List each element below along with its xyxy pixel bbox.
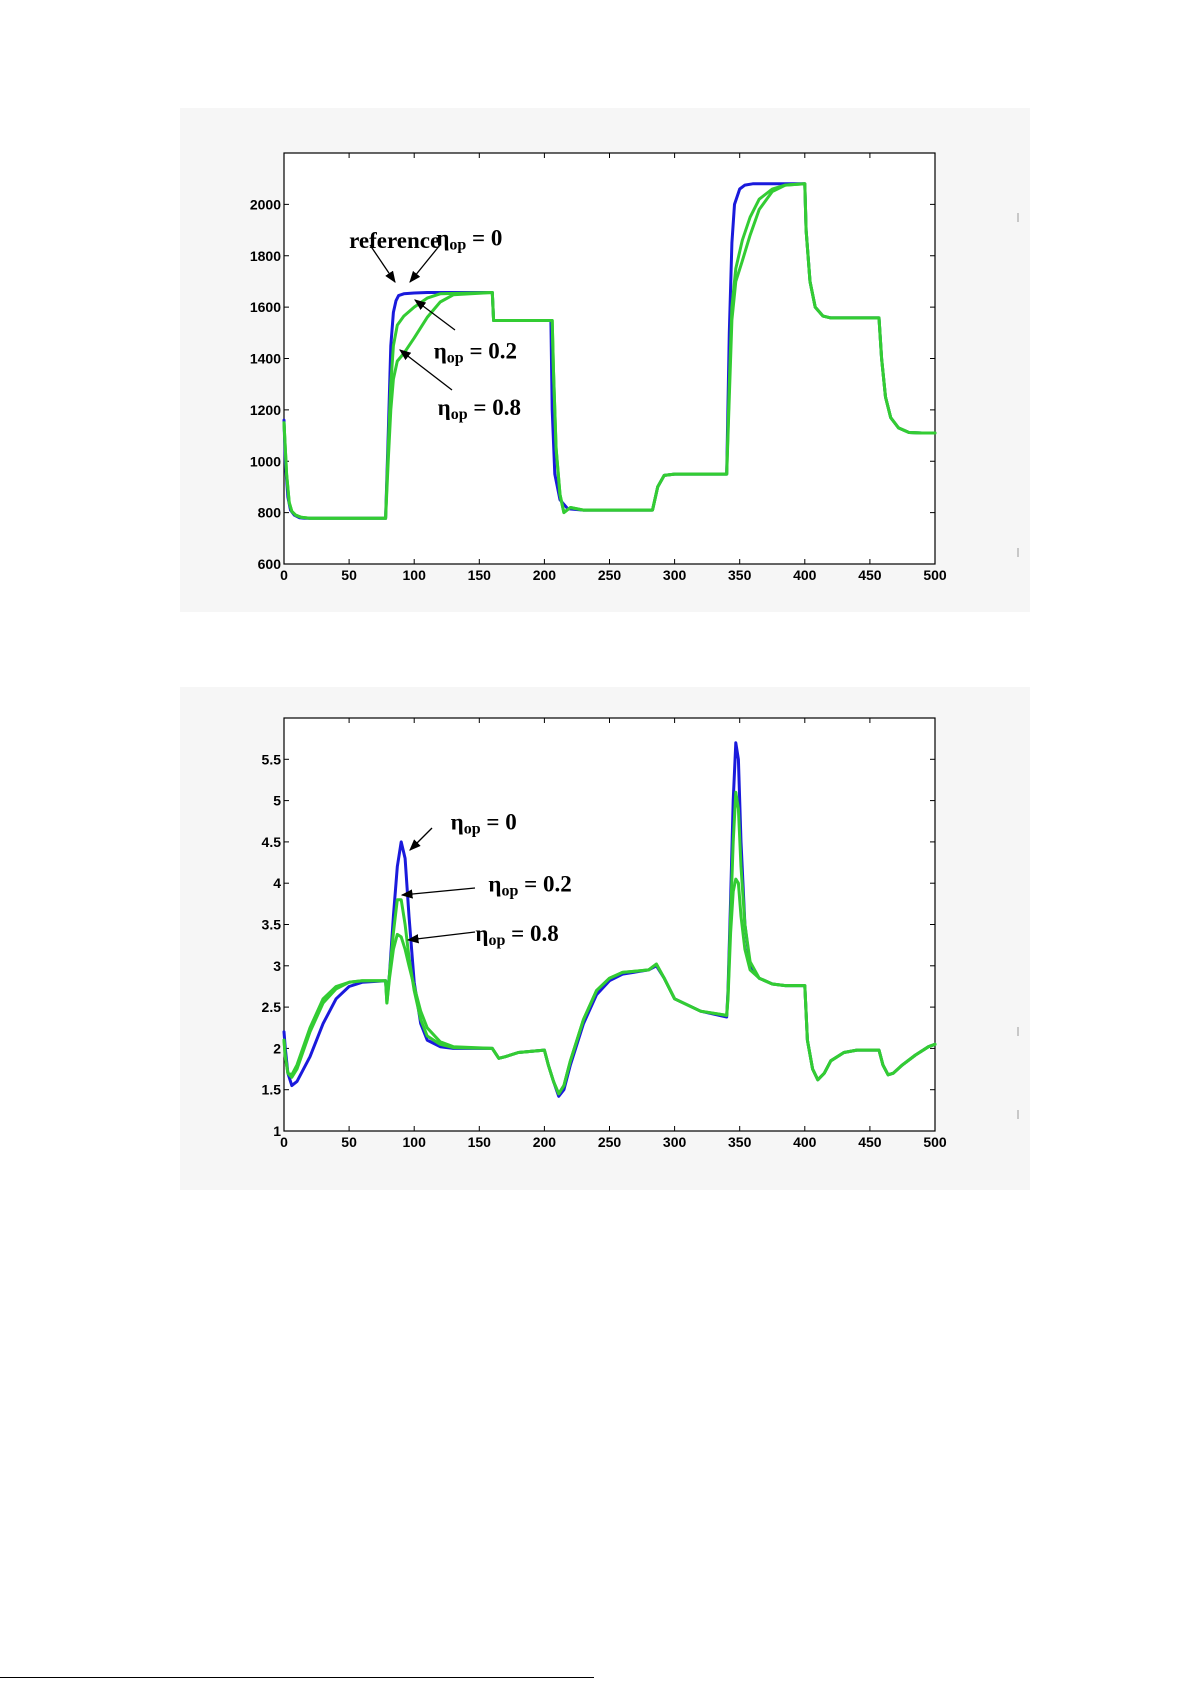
x-tick-label: 350 — [728, 567, 752, 583]
x-tick-label: 100 — [403, 1134, 427, 1150]
plot-area — [283, 717, 936, 1132]
y-tick-label: 1800 — [250, 248, 281, 264]
margin-mark — [1017, 213, 1019, 222]
annotation-subscript: op — [488, 932, 505, 949]
annotation-text: reference — [349, 228, 440, 253]
x-tick-label: 50 — [341, 1134, 357, 1150]
x-tick-label: 400 — [793, 1134, 817, 1150]
annotation-symbol: η — [451, 810, 464, 835]
x-tick-label: 250 — [598, 567, 622, 583]
annotation-symbol: η — [488, 871, 501, 896]
y-tick-label: 1.5 — [262, 1082, 282, 1098]
annotation-label: ηop = 0 — [436, 225, 502, 253]
x-tick-label: 300 — [663, 567, 687, 583]
y-tick-label: 5 — [273, 793, 281, 809]
annotation-symbol: η — [434, 339, 447, 364]
annotation-arrow — [406, 931, 476, 944]
y-tick-label: 3 — [273, 958, 281, 974]
x-tick-label: 250 — [598, 1134, 622, 1150]
x-tick-label: 0 — [280, 567, 288, 583]
y-tick-label: 2000 — [250, 196, 281, 212]
margin-mark — [1017, 548, 1019, 557]
annotation-subscript: op — [447, 350, 464, 367]
margin-mark — [1017, 1110, 1019, 1119]
series-line-2 — [282, 182, 937, 520]
footnote-rule — [0, 1677, 594, 1678]
annotation-label: ηop = 0.8 — [475, 921, 558, 949]
annotation-arrow — [409, 827, 433, 851]
x-tick-label: 500 — [923, 1134, 947, 1150]
annotation-symbol: η — [438, 395, 451, 420]
y-tick-label: 1200 — [250, 402, 281, 418]
margin-mark — [1017, 1027, 1019, 1036]
x-tick-label: 400 — [793, 567, 817, 583]
x-tick-label: 300 — [663, 1134, 687, 1150]
annotation-subscript: op — [451, 406, 468, 423]
y-tick-label: 2.5 — [262, 999, 282, 1015]
annotation-value: = 0.2 — [464, 339, 517, 364]
y-tick-label: 1000 — [250, 453, 281, 469]
x-tick-label: 150 — [468, 567, 492, 583]
annotation-arrow — [399, 349, 453, 391]
annotation-label: ηop = 0.2 — [488, 871, 571, 899]
series-line-2 — [282, 877, 937, 1096]
y-tick-label: 4 — [273, 875, 281, 891]
x-tick-label: 200 — [533, 567, 557, 583]
x-tick-label: 500 — [923, 567, 947, 583]
y-tick-label: 600 — [258, 556, 282, 572]
y-tick-label: 800 — [258, 505, 282, 521]
annotation-subscript: op — [464, 821, 481, 838]
x-tick-label: 200 — [533, 1134, 557, 1150]
x-tick-label: 450 — [858, 567, 882, 583]
x-tick-label: 450 — [858, 1134, 882, 1150]
annotation-label: reference — [349, 228, 440, 253]
annotation-label: ηop = 0 — [451, 810, 517, 838]
y-tick-label: 1400 — [250, 351, 281, 367]
annotation-value: = 0.2 — [518, 871, 571, 896]
annotation-label: ηop = 0.8 — [438, 395, 521, 423]
annotation-symbol: η — [475, 921, 488, 946]
x-tick-label: 50 — [341, 567, 357, 583]
annotation-arrow — [414, 299, 456, 331]
x-tick-label: 350 — [728, 1134, 752, 1150]
annotation-value: = 0.8 — [468, 395, 521, 420]
annotation-value: = 0 — [481, 810, 517, 835]
y-tick-label: 4.5 — [262, 834, 282, 850]
annotation-subscript: op — [449, 236, 466, 253]
x-tick-label: 100 — [403, 567, 427, 583]
annotation-value: = 0.8 — [505, 921, 558, 946]
y-tick-label: 3.5 — [262, 917, 282, 933]
y-tick-label: 5.5 — [262, 751, 282, 767]
annotation-arrow — [369, 244, 396, 283]
annotation-arrow — [400, 887, 476, 899]
x-tick-label: 0 — [280, 1134, 288, 1150]
annotation-value: = 0 — [466, 225, 502, 250]
y-tick-label: 2 — [273, 1040, 281, 1056]
annotation-subscript: op — [501, 882, 518, 899]
y-tick-label: 1 — [273, 1123, 281, 1139]
y-tick-label: 1600 — [250, 299, 281, 315]
x-tick-label: 150 — [468, 1134, 492, 1150]
annotation-label: ηop = 0.2 — [434, 339, 517, 367]
annotation-symbol: η — [436, 225, 449, 250]
annotation-arrow — [409, 244, 441, 283]
